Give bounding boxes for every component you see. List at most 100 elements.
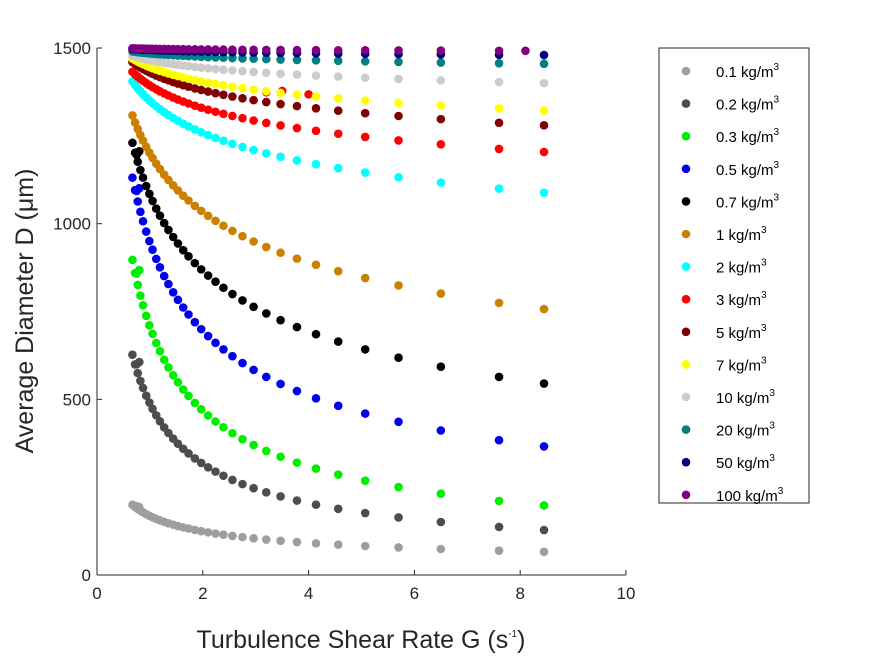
data-point [196, 103, 206, 112]
data-point [178, 385, 188, 394]
legend-entry-0.2: 0.2 kg/m3 [681, 95, 780, 114]
legend-marker [681, 229, 691, 239]
data-point [168, 288, 178, 297]
data-point [136, 376, 145, 386]
data-point [203, 63, 213, 73]
data-point [228, 428, 237, 438]
data-point [333, 94, 343, 103]
legend-marker [681, 327, 691, 337]
data-point [436, 46, 446, 55]
data-point [219, 90, 228, 100]
data-point [360, 476, 370, 485]
data-point [394, 46, 403, 55]
data-point [211, 64, 220, 74]
data-point [311, 329, 321, 339]
data-point [203, 211, 213, 221]
data-point [276, 452, 285, 462]
data-point [394, 482, 403, 492]
data-point [311, 126, 321, 136]
data-point [203, 45, 213, 54]
data-point [292, 458, 302, 467]
data-point [138, 173, 148, 182]
legend-marker [681, 99, 691, 108]
data-point [494, 77, 504, 87]
data-point [539, 379, 549, 388]
data-point [333, 337, 343, 346]
y-tick-label: 500 [63, 390, 91, 409]
data-point [276, 99, 285, 109]
data-point [228, 45, 237, 54]
data-point [190, 454, 200, 463]
data-point [276, 55, 285, 64]
data-point [261, 535, 271, 544]
data-point [436, 140, 446, 149]
data-point [164, 363, 173, 372]
data-point [276, 45, 285, 55]
data-point [228, 531, 237, 541]
x-axis-ticks: 0 2 4 6 8 10 [92, 570, 635, 603]
data-point [211, 417, 220, 426]
data-point [249, 145, 258, 155]
data-point [292, 496, 302, 505]
data-point [333, 45, 343, 55]
data-point [128, 111, 137, 120]
data-point [219, 109, 228, 119]
data-point [276, 492, 285, 501]
legend-marker [681, 425, 691, 434]
data-point [211, 467, 220, 476]
data-point [145, 189, 154, 199]
data-point [276, 152, 285, 162]
legend-entry-7: 7 kg/m3 [681, 355, 767, 374]
data-point [394, 172, 403, 182]
data-point [211, 338, 220, 348]
legend-marker [681, 131, 691, 141]
data-point [276, 88, 285, 98]
series-0.7 [128, 138, 549, 388]
data-point [360, 46, 370, 55]
data-point [155, 346, 165, 356]
data-point [436, 178, 446, 187]
legend-entry-100: 100 kg/m3 [681, 486, 784, 505]
data-point [133, 280, 143, 290]
data-point [196, 458, 206, 468]
data-point [249, 45, 258, 55]
data-point [151, 204, 161, 213]
data-point [360, 73, 370, 83]
data-point [436, 289, 446, 298]
data-point [168, 232, 178, 242]
data-point [219, 136, 228, 146]
y-axis-ticks: 0 500 1000 1500 [53, 39, 102, 585]
legend-label: 1 kg/m3 [716, 225, 767, 244]
data-point [238, 94, 247, 103]
data-point [539, 547, 549, 557]
x-tick-label: 4 [304, 584, 313, 603]
data-point [494, 59, 504, 68]
data-point [168, 370, 178, 380]
data-point [135, 357, 144, 367]
data-point [333, 401, 343, 411]
legend-entry-3: 3 kg/m3 [681, 290, 767, 309]
data-point [249, 54, 258, 64]
data-point [135, 265, 144, 275]
data-point [261, 309, 271, 318]
y-tick-label: 1500 [53, 39, 91, 58]
data-point [249, 85, 258, 94]
data-point [311, 104, 321, 113]
data-point [539, 78, 549, 88]
data-point [128, 173, 137, 182]
legend-entry-5: 5 kg/m3 [681, 323, 767, 342]
data-point [141, 311, 151, 321]
legend-label: 10 kg/m3 [716, 388, 775, 407]
data-point [173, 378, 183, 387]
data-point [148, 404, 157, 414]
data-point [228, 226, 237, 236]
data-point [333, 72, 343, 81]
x-axis-title: Turbulence Shear Rate G (s-1) [197, 626, 526, 654]
data-point [145, 320, 154, 330]
y-axis-title-mu: μ [11, 198, 39, 212]
data-point [190, 201, 200, 211]
data-point [276, 69, 285, 78]
data-point [238, 113, 247, 123]
data-point [138, 300, 148, 310]
data-point [333, 504, 343, 514]
